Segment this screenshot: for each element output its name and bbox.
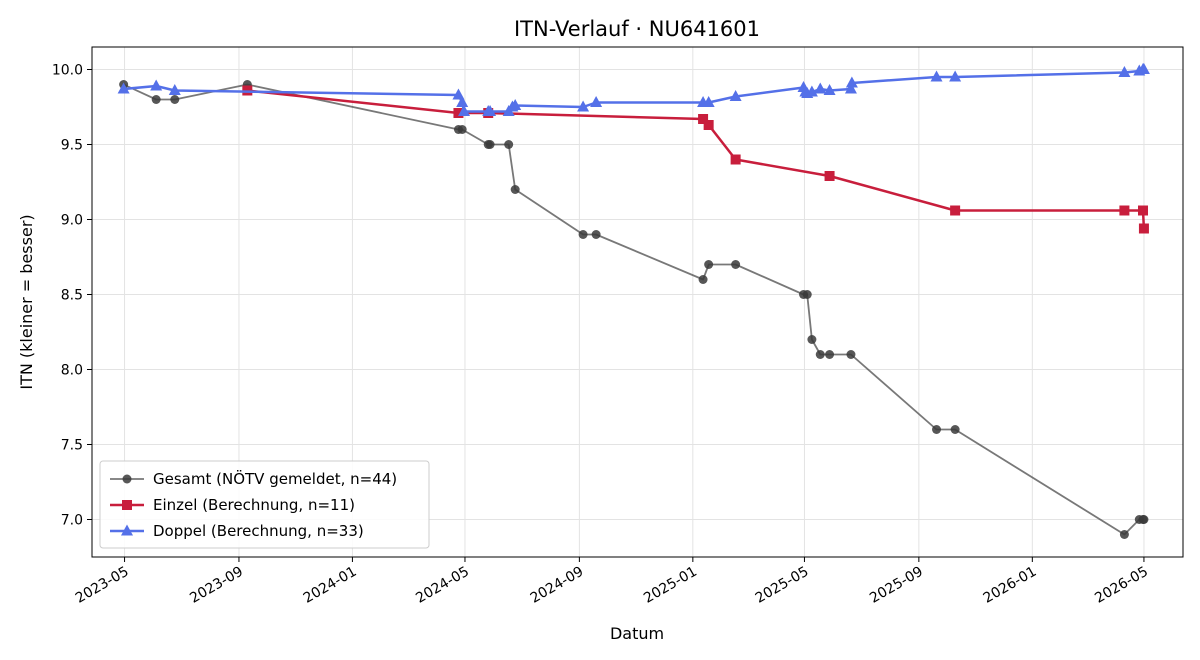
y-tick-label: 9.5 [61, 138, 83, 154]
data-point [591, 230, 601, 239]
data-point [1119, 205, 1130, 216]
y-axis-label: ITN (kleiner = besser) [17, 214, 36, 389]
data-point [823, 84, 836, 95]
grid [92, 47, 1183, 557]
legend-marker [122, 500, 132, 510]
series-layer [117, 63, 1150, 539]
data-point [458, 105, 471, 116]
data-point [805, 85, 818, 97]
data-point [949, 70, 962, 82]
data-point [702, 96, 715, 107]
data-point [577, 100, 590, 112]
series-square [242, 85, 1149, 234]
data-point [590, 96, 603, 107]
data-point [950, 425, 960, 434]
data-point [453, 108, 464, 118]
data-point [729, 90, 742, 101]
data-point [1139, 515, 1149, 524]
legend-label: Einzel (Berechnung, n=11) [153, 496, 355, 514]
data-point [484, 105, 497, 116]
y-tick-label: 10.0 [52, 63, 83, 79]
y-tick-label: 8.5 [61, 288, 83, 304]
data-point [1119, 530, 1129, 539]
y-tick-label: 9.0 [61, 213, 83, 229]
data-point [510, 185, 520, 194]
data-point [452, 88, 465, 100]
data-point [731, 260, 741, 269]
legend-label: Doppel (Berechnung, n=33) [153, 522, 364, 540]
data-point [845, 76, 858, 88]
data-point [844, 82, 857, 94]
data-point [1138, 205, 1149, 216]
y-tick-label: 8.0 [61, 363, 83, 379]
legend: Gesamt (NÖTV gemeldet, n=44) Einzel (Bere… [99, 460, 430, 549]
data-point [150, 79, 163, 91]
data-point [932, 425, 942, 434]
y-tick-label: 7.5 [61, 438, 83, 454]
data-point [1118, 66, 1131, 77]
data-point [815, 350, 825, 359]
data-point [151, 95, 161, 104]
data-point [824, 171, 835, 181]
data-point [168, 84, 181, 95]
legend-marker [122, 474, 132, 484]
data-point [814, 82, 827, 94]
data-point [930, 70, 943, 82]
data-point [509, 99, 522, 110]
data-point [802, 290, 812, 299]
data-point [1138, 223, 1149, 234]
y-tick-label: 7.0 [61, 513, 83, 529]
series-circle [119, 80, 1149, 539]
data-point [846, 350, 856, 359]
plot-frame [91, 46, 1184, 558]
data-point [117, 82, 130, 94]
legend-box [99, 460, 430, 549]
legend-label: Gesamt (NÖTV gemeldet, n=44) [153, 469, 397, 488]
data-point [698, 275, 708, 284]
data-point [1137, 63, 1150, 74]
data-point [698, 114, 709, 124]
data-point [950, 205, 961, 216]
y-axis: 7.0 7.5 8.0 8.5 9.0 9.5 10.0 [52, 63, 92, 529]
data-point [456, 96, 469, 107]
data-point [704, 260, 714, 269]
chart-title: ITN-Verlauf · NU641601 [514, 17, 760, 41]
data-point [170, 95, 180, 104]
data-point [825, 350, 835, 359]
data-point [730, 154, 741, 165]
data-point [457, 125, 467, 134]
data-point [485, 140, 495, 149]
legend-marker [121, 524, 133, 536]
data-point [703, 120, 714, 130]
series-triangle [117, 63, 1150, 116]
x-axis-label: Datum [610, 624, 664, 643]
data-point [504, 140, 514, 149]
data-point [807, 335, 817, 344]
data-point [578, 230, 588, 239]
